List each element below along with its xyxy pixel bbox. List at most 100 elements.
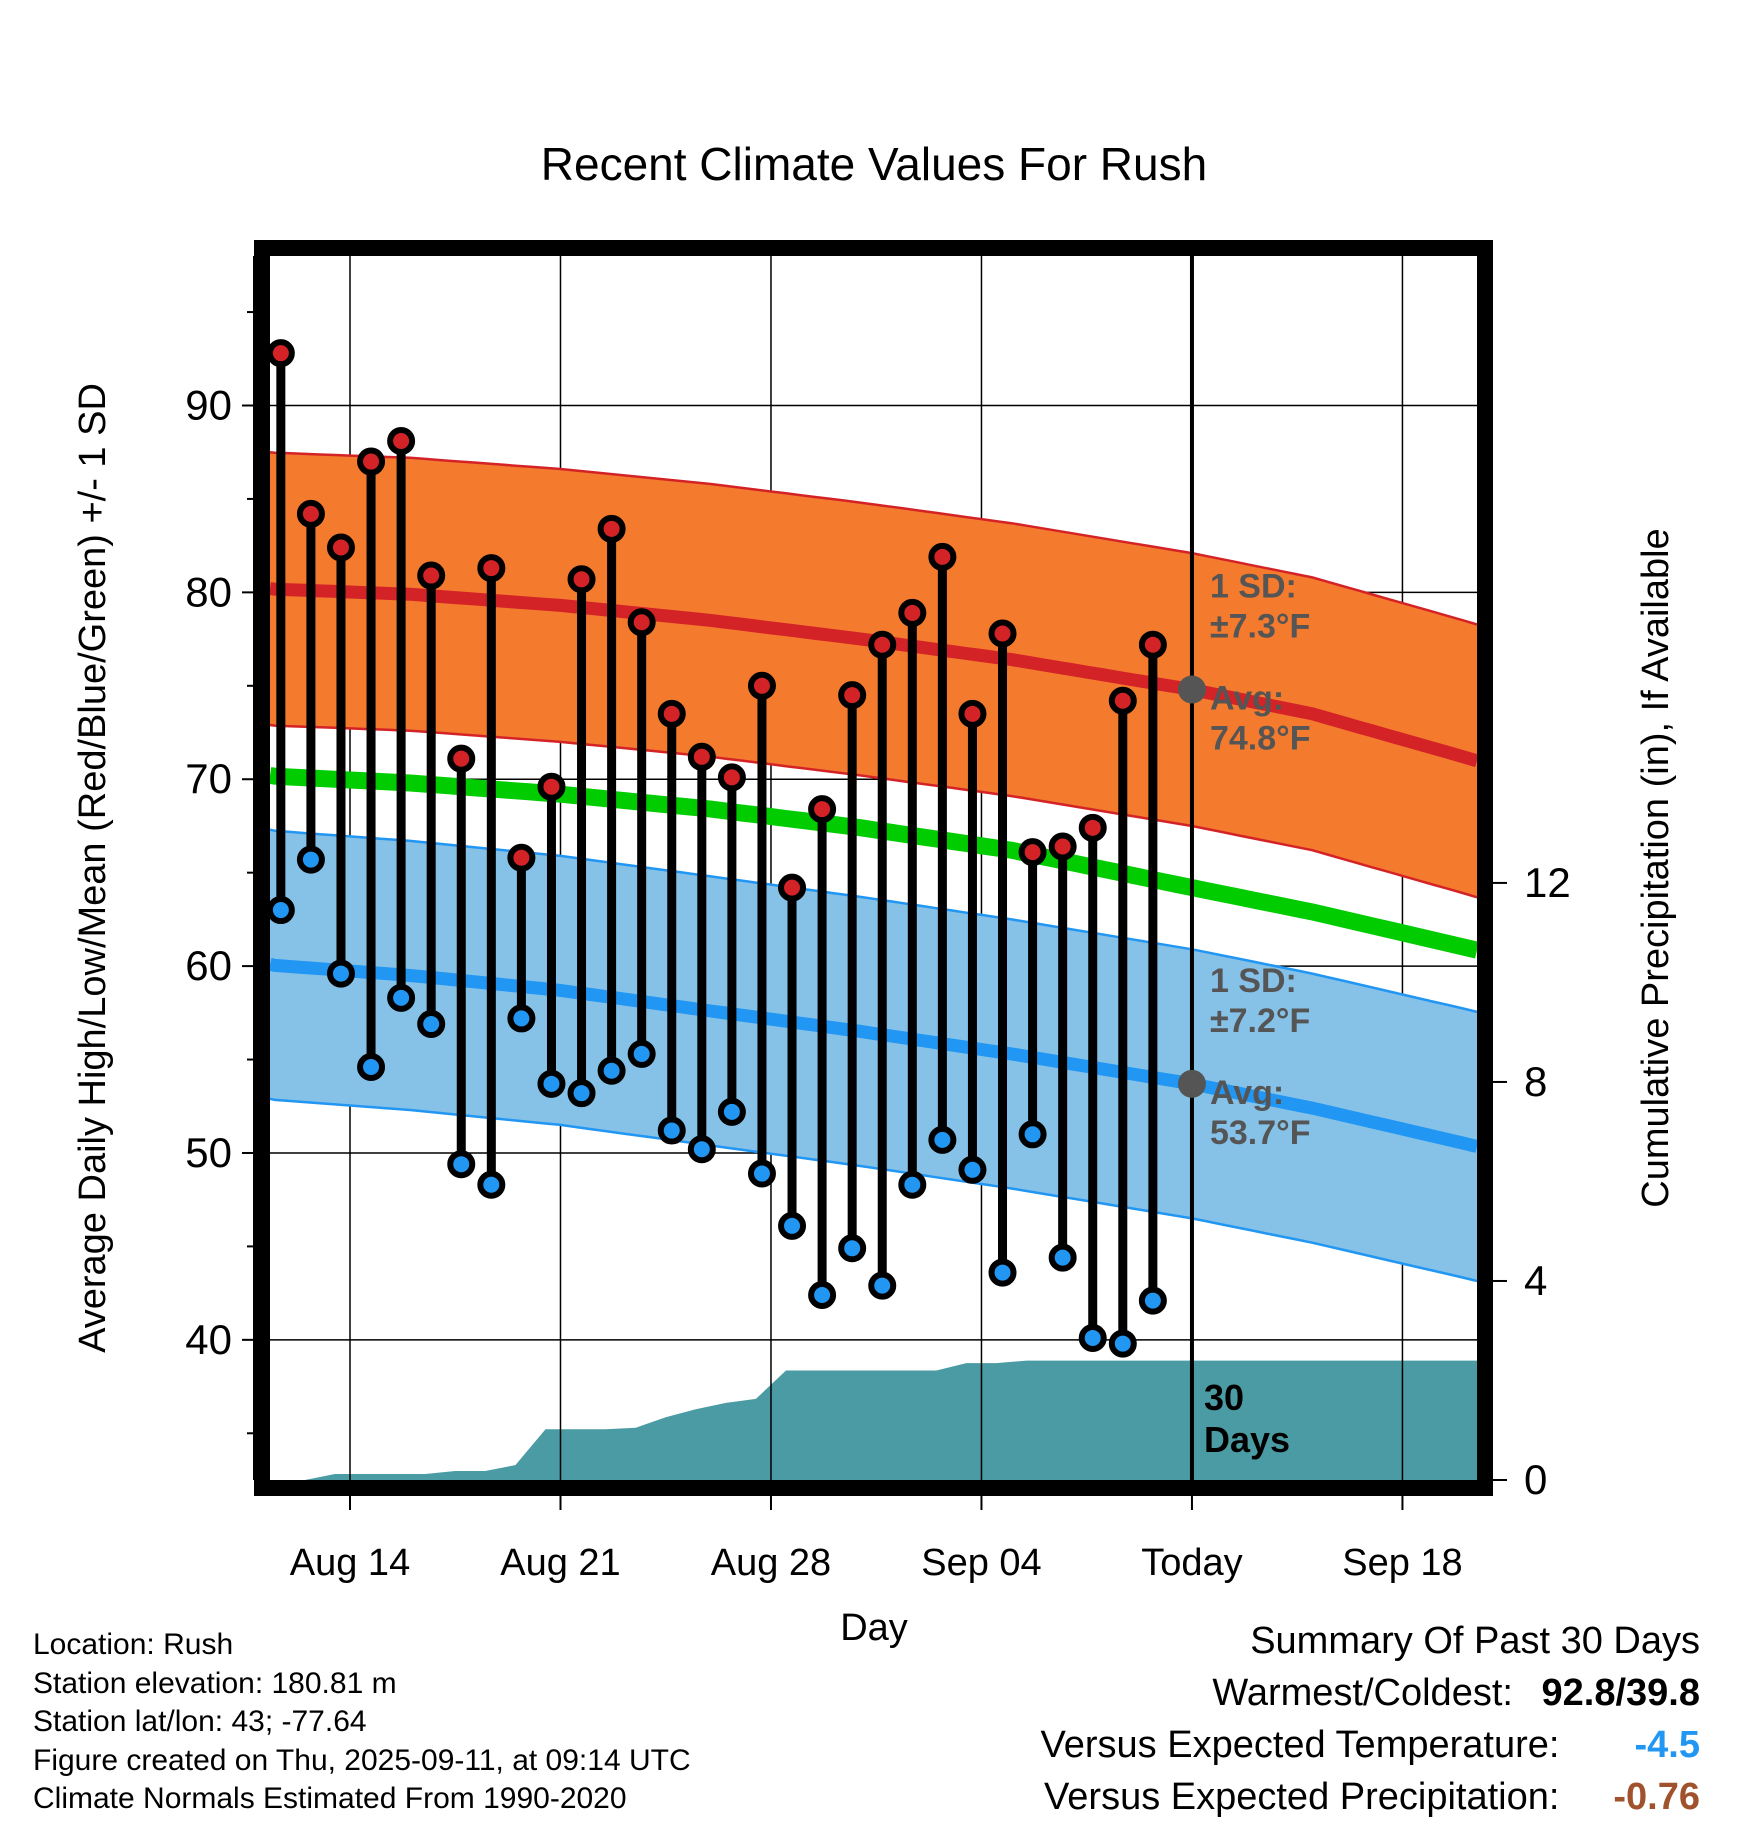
low-point (1078, 1323, 1107, 1352)
high-point (567, 565, 596, 594)
summary-panel: Summary Of Past 30 Days Warmest/Coldest:… (900, 1620, 1700, 1828)
precipitation-area (274, 1360, 1477, 1480)
low-point (296, 845, 325, 874)
low-point (537, 1069, 566, 1098)
normals-line: Climate Normals Estimated From 1990-2020 (33, 1782, 627, 1815)
low-point (898, 1170, 927, 1199)
low-point (1108, 1329, 1137, 1358)
x-tick-label: Aug 14 (290, 1542, 410, 1584)
high-point (477, 554, 506, 583)
x-tick-label: Today (1141, 1542, 1242, 1584)
low-point (597, 1056, 626, 1085)
low-point (567, 1079, 596, 1108)
chart-title: Recent Climate Values For Rush (541, 138, 1207, 190)
annotation-value: 53.7°F (1210, 1114, 1311, 1152)
normal-annotation: Avg: 74.8°F (1210, 680, 1311, 758)
low-point (266, 896, 295, 925)
low-point (627, 1039, 656, 1068)
y2-tick-label: 0 (1524, 1456, 1547, 1503)
low-point (717, 1097, 746, 1126)
low-point (868, 1271, 897, 1300)
low-point (326, 959, 355, 988)
high-point (507, 843, 536, 872)
low-point (778, 1211, 807, 1240)
high-point (808, 795, 837, 824)
today-days-label-line: 30 (1204, 1377, 1244, 1418)
x-axis-label: Day (840, 1607, 908, 1649)
high-sd-band (270, 452, 1477, 898)
low-point (1138, 1286, 1167, 1315)
annotation-value: ±7.3°F (1210, 608, 1310, 646)
low-point (1048, 1243, 1077, 1272)
x-tick-label: Sep 04 (921, 1542, 1041, 1584)
normal-bands (268, 450, 1479, 1283)
normal-annotation: Avg: 53.7°F (1210, 1074, 1311, 1152)
annotation-label: Avg: (1210, 1074, 1284, 1112)
summary-title: Summary Of Past 30 Days (1250, 1620, 1700, 1662)
high-point (597, 514, 626, 543)
high-point (357, 447, 386, 476)
high-point (868, 630, 897, 659)
low-point (657, 1116, 686, 1145)
plot-frame (254, 240, 1493, 1496)
normal-annotation: 1 SD: ±7.2°F (1210, 962, 1310, 1040)
x-axis: Aug 14 Aug 21 Aug 28 Sep 04 Today Sep 18 (290, 1496, 1463, 1584)
y-axis-right: 0 4 8 12 (1493, 859, 1571, 1503)
low-point (1018, 1120, 1047, 1149)
high-point (687, 742, 716, 771)
warmest-value: 92.8/39.8 (1541, 1672, 1700, 1714)
high-point (1048, 832, 1077, 861)
x-tick-label: Aug 21 (500, 1542, 620, 1584)
low-point (687, 1135, 716, 1164)
x-tick-label: Aug 28 (711, 1542, 831, 1584)
today-days-label-line: Days (1204, 1419, 1290, 1460)
precip-area (274, 1360, 1477, 1480)
y-tick-label: 50 (185, 1129, 232, 1176)
annotation-label: Avg: (1210, 680, 1284, 718)
temp-value: -4.5 (1634, 1724, 1700, 1766)
created-line: Figure created on Thu, 2025-09-11, at 09… (33, 1743, 691, 1777)
y-tick-label: 60 (185, 942, 232, 989)
low-point (507, 1004, 536, 1033)
low-point (988, 1258, 1017, 1287)
low-point (958, 1155, 987, 1184)
low-point (838, 1234, 867, 1263)
low-point (808, 1280, 837, 1309)
y-tick-label: 70 (185, 755, 232, 802)
precip-value: -0.76 (1613, 1776, 1700, 1818)
low-sd-band (270, 829, 1477, 1281)
low-point (747, 1159, 776, 1188)
high-point (296, 499, 325, 528)
y-axis-label: Average Daily High/Low/Mean (Red/Blue/Gr… (72, 383, 114, 1353)
low-point (357, 1053, 386, 1082)
high-point (778, 873, 807, 902)
high-point (988, 619, 1017, 648)
high-point (417, 561, 446, 590)
high-point (657, 699, 686, 728)
precip-label: Versus Expected Precipitation: (1044, 1776, 1560, 1818)
low-today-marker (1177, 1069, 1206, 1098)
annotation-label: 1 SD: (1210, 568, 1297, 606)
daily-range-bars (276, 353, 1158, 1344)
high-point (958, 699, 987, 728)
y2-axis-label: Cumulative Precipitation (in), If Availa… (1635, 528, 1677, 1207)
high-point (387, 427, 416, 456)
x-tick-label: Sep 18 (1342, 1542, 1462, 1584)
high-point (747, 671, 776, 700)
high-point (266, 339, 295, 368)
location-info: Location: Rush Station elevation: 180.81… (33, 1626, 691, 1819)
y-tick-label: 40 (185, 1316, 232, 1363)
high-point (537, 772, 566, 801)
high-point (898, 598, 927, 627)
high-point (717, 763, 746, 792)
y2-tick-label: 4 (1524, 1257, 1547, 1304)
temp-label: Versus Expected Temperature: (1040, 1724, 1560, 1766)
warmest-label: Warmest/Coldest: (1212, 1672, 1513, 1714)
high-point (1108, 686, 1137, 715)
y-axis-left: 40 50 60 70 80 90 (185, 256, 255, 1480)
summary-warmest-row: Warmest/Coldest: 92.8/39.8 (1212, 1672, 1700, 1715)
summary-temp-row: Versus Expected Temperature: -4.5 (1041, 1724, 1700, 1767)
plot-area: 30 Days 1 SD: ±7.3°F Avg: 74.8°F 1 SD: ±7.2°F A… (266, 256, 1479, 1480)
